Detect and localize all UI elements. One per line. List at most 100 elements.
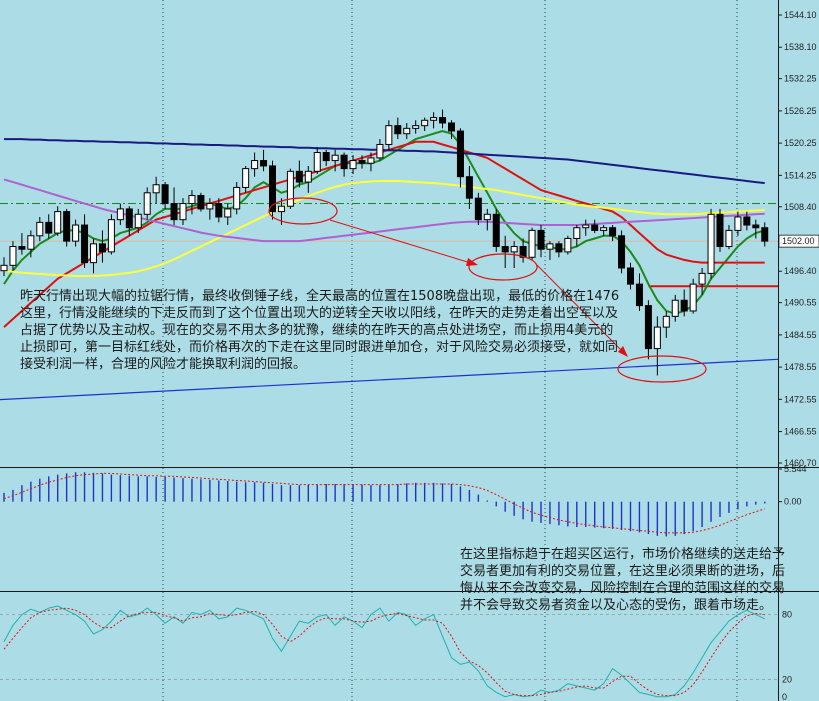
candle [483,208,491,231]
candle [582,219,590,236]
candle [90,238,97,274]
price-axis-tick-label: 1490.55 [784,298,817,308]
candle-body [63,211,71,242]
candle-body [197,194,205,210]
candle-body [734,216,742,231]
candle-body [9,246,17,266]
candle-body [251,160,259,170]
price-axis-tick-label: 1514.25 [784,170,817,180]
moving-average-line-0 [3,129,765,315]
candle-body [304,170,312,183]
candle-body [653,326,661,350]
candle [761,222,769,247]
candle-body [134,213,142,229]
candle [143,187,151,220]
price-axis-tick-label: 1544.10 [784,10,817,20]
candle [179,198,187,226]
price-axis-tick-label: 1520.25 [784,138,817,148]
moving-average-line-1 [3,140,765,328]
candle [519,238,527,263]
candle-body [519,246,527,258]
candle-body [394,125,402,135]
candle [537,225,545,258]
candle-body [81,224,89,264]
candle-body [510,246,518,253]
candle-body [483,213,491,221]
candle-body [242,168,250,188]
candle [492,208,500,252]
candle-body [367,157,375,164]
candle [0,257,8,277]
candle-body [358,160,366,164]
candle-body [725,229,733,248]
stochastic-axis-tick-label: 0 [782,692,787,701]
price-axis-tick-label: 1466.55 [784,427,817,437]
candle-body [448,122,455,132]
current-price-box [778,234,819,248]
candle [528,227,536,260]
candle [385,120,393,150]
candle-body [537,229,545,250]
candle-body [125,208,133,229]
candle [63,208,71,247]
arrow-line-0 [329,219,475,265]
price-axis-tick-label: 1526.25 [784,106,817,116]
candle-body [609,227,617,237]
candle-body [698,272,706,285]
candle [546,241,554,260]
candle [474,192,482,226]
candle [501,235,509,269]
price-axis-tick-label: 1472.55 [784,394,817,404]
candle [367,152,375,172]
candle-body [277,205,285,213]
candle-body [322,152,330,162]
candle [233,182,241,215]
candle-body [591,224,599,231]
candle-body [90,243,97,264]
candle [81,214,89,269]
price-axis-tick-label: 1460.70 [784,458,817,468]
candle [313,147,321,175]
candle [331,149,339,172]
candle-body [501,246,509,253]
candle-body [98,243,106,253]
candle [349,155,357,175]
candle-body [340,154,348,170]
candle [689,278,697,314]
candle [653,316,661,376]
candle-body [116,208,124,221]
candle [448,120,455,140]
candle-body [376,143,384,159]
candle [707,208,715,279]
candle [18,233,26,255]
candle [716,208,724,252]
price-axis-tick-label: 1532.25 [784,74,817,84]
candle-body [188,194,196,205]
arrow-line-1 [536,264,625,354]
candle-body [179,203,187,221]
candle-body [286,170,294,207]
candle [215,198,223,223]
candle [72,219,80,247]
candle-body [465,176,473,199]
candle-body [555,243,563,253]
candle-body [644,305,652,350]
candle-body [492,213,500,248]
candle [725,225,733,250]
candle-body [582,224,590,229]
candle-body [474,197,482,221]
candle-body [233,186,241,210]
candle [627,262,634,290]
macd-axis-tick-label: 5.544 [784,464,807,474]
candle-body [743,216,751,226]
candle [698,268,706,295]
candle-body [635,283,643,307]
price-axis-tick-label: 1538.10 [784,42,817,52]
candle-body [439,117,447,124]
candle-body [349,160,357,170]
candle-body [600,227,608,231]
candle [591,219,599,234]
candle [251,152,259,177]
candle [36,216,44,242]
candle [635,273,643,311]
